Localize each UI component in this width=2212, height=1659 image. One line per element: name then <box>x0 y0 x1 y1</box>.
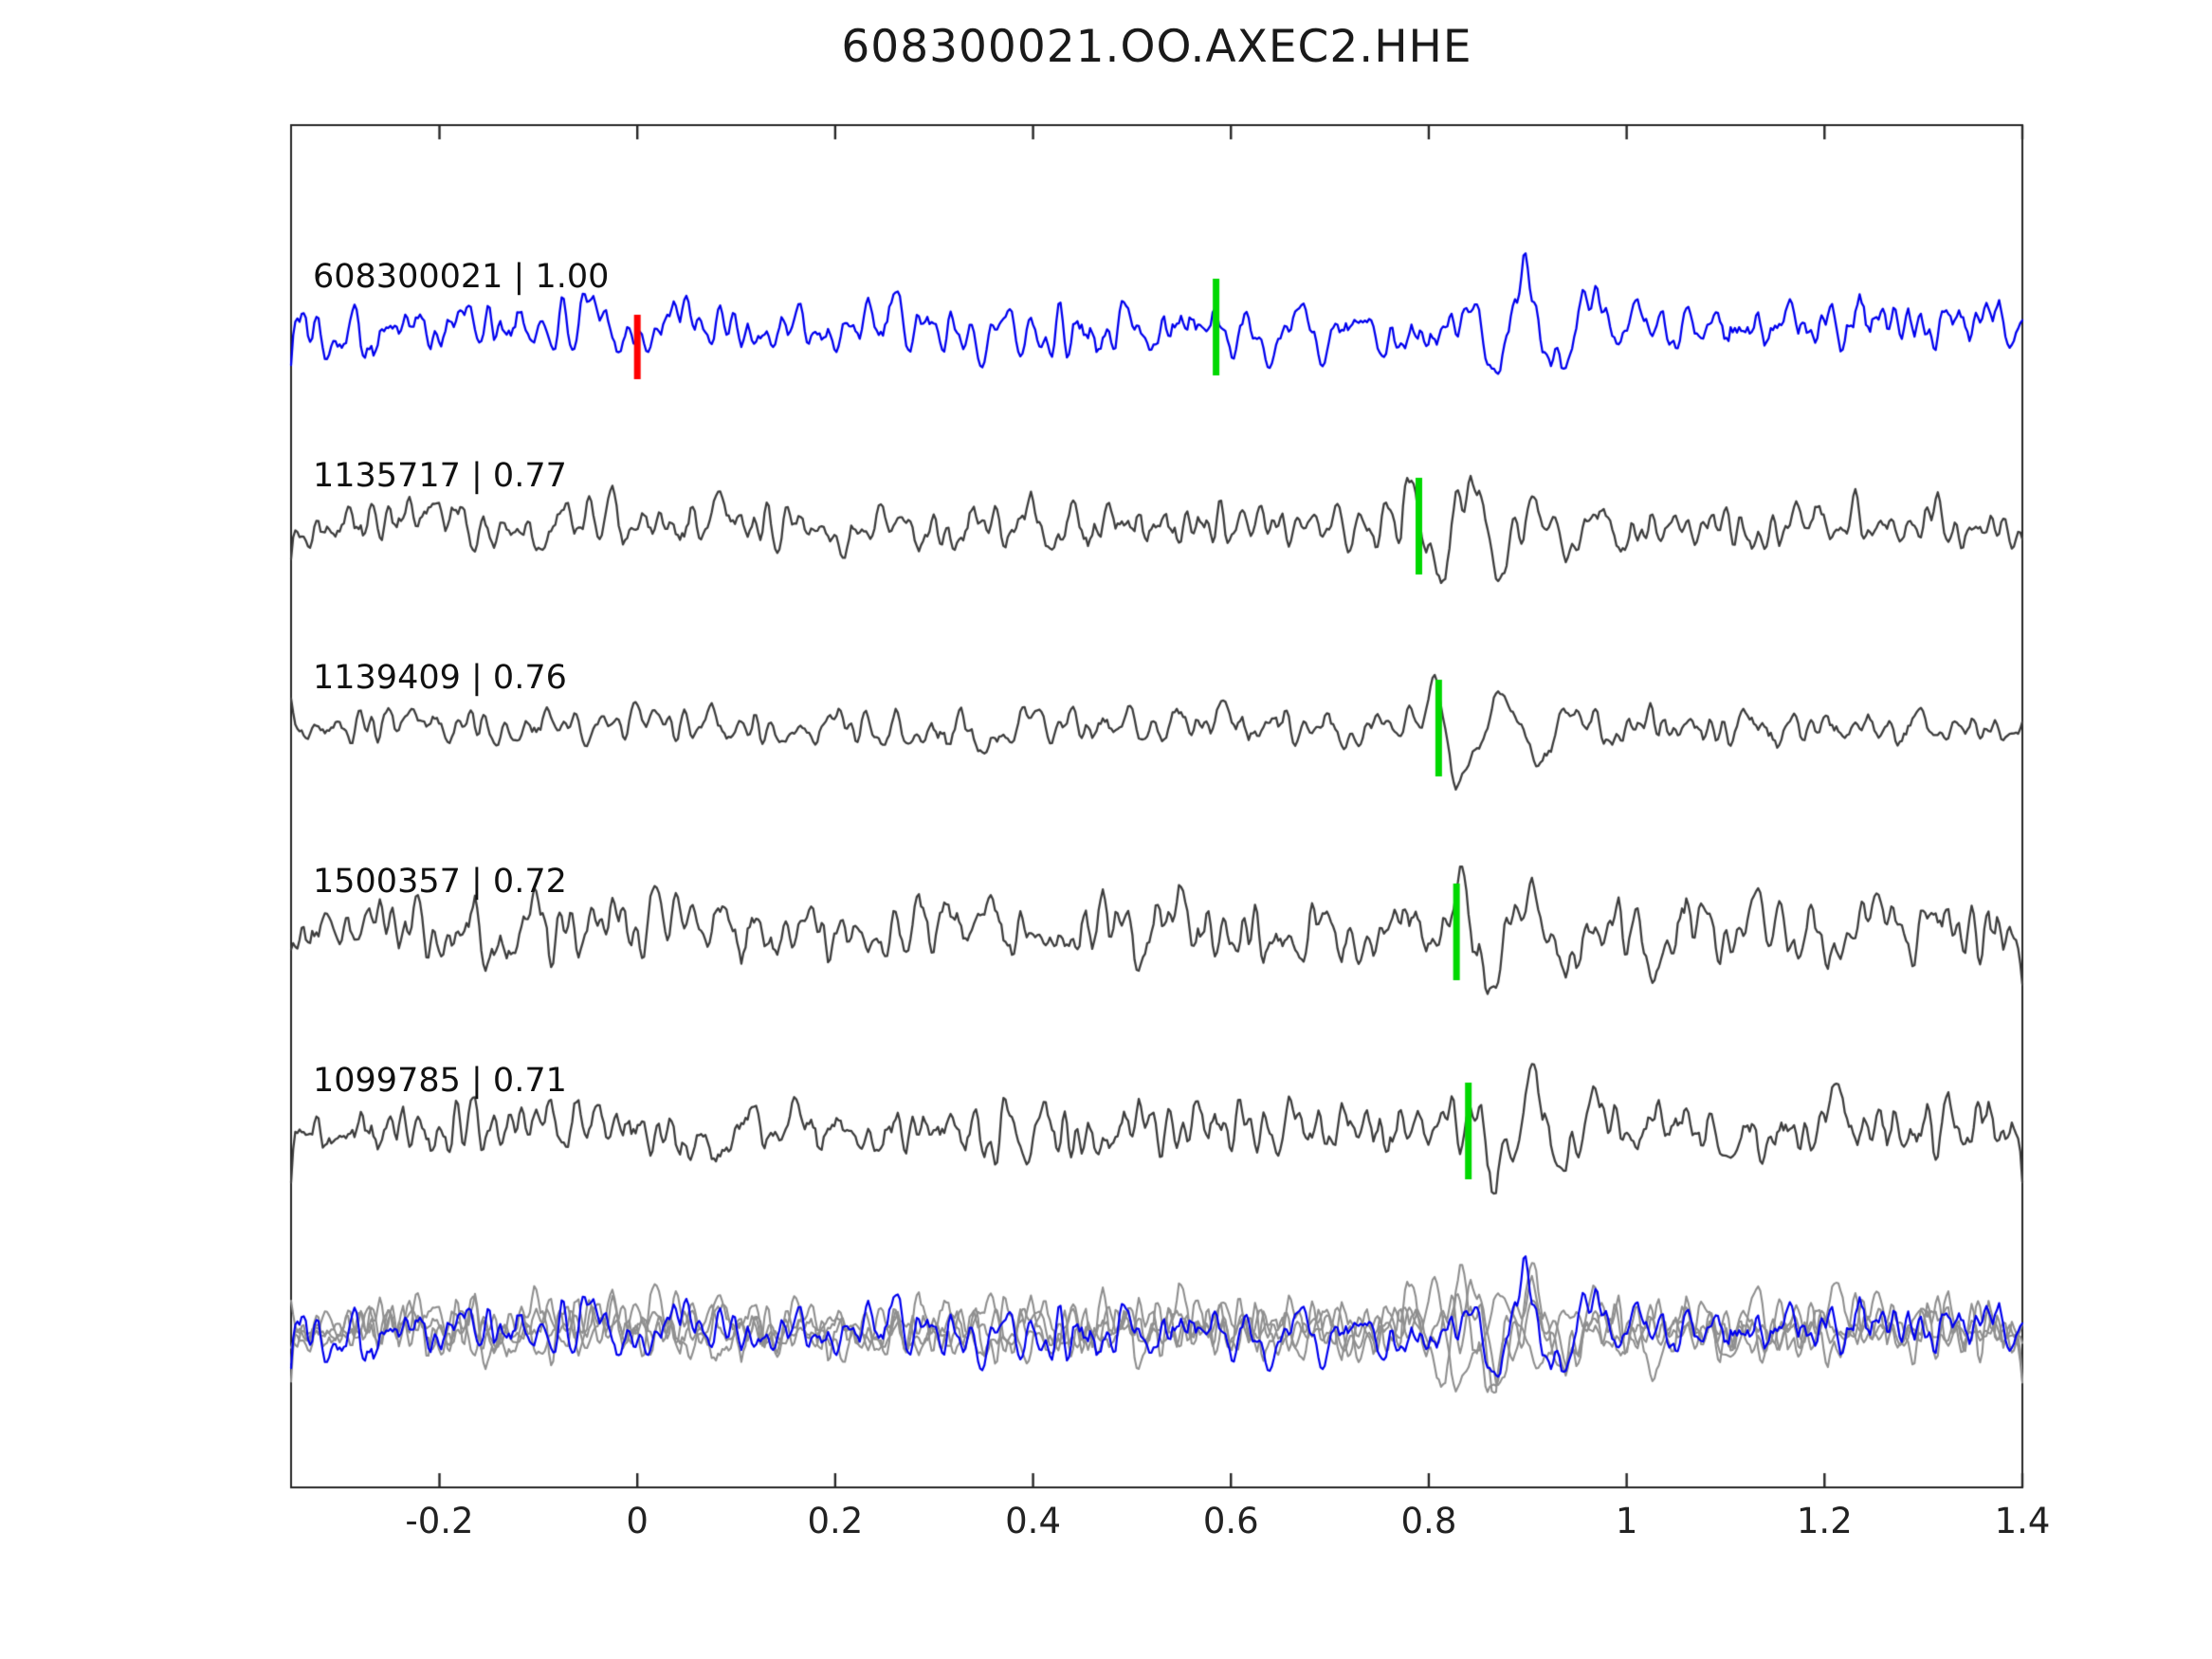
trace-label-detection-2: 1139409 | 0.76 <box>313 659 567 697</box>
x-tick-label: -0.2 <box>405 1501 474 1541</box>
trace-label-template: 608300021 | 1.00 <box>313 258 610 296</box>
x-tick-label: 1.2 <box>1796 1501 1853 1541</box>
x-tick-label: 1 <box>1615 1501 1638 1541</box>
x-tick-label: 0.6 <box>1202 1501 1259 1541</box>
trace-label-detection-1: 1135717 | 0.77 <box>313 457 567 495</box>
x-tick-label: 0 <box>626 1501 649 1541</box>
x-tick-label: 0.4 <box>1005 1501 1061 1541</box>
trace-label-detection-3: 1500357 | 0.72 <box>313 863 567 901</box>
figure-title: 608300021.OO.AXEC2.HHE <box>841 21 1472 73</box>
x-tick-label: 0.8 <box>1400 1501 1457 1541</box>
x-tick-label: 1.4 <box>1994 1501 2051 1541</box>
trace-label-detection-4: 1099785 | 0.71 <box>313 1062 567 1100</box>
x-tick-label: 0.2 <box>807 1501 864 1541</box>
